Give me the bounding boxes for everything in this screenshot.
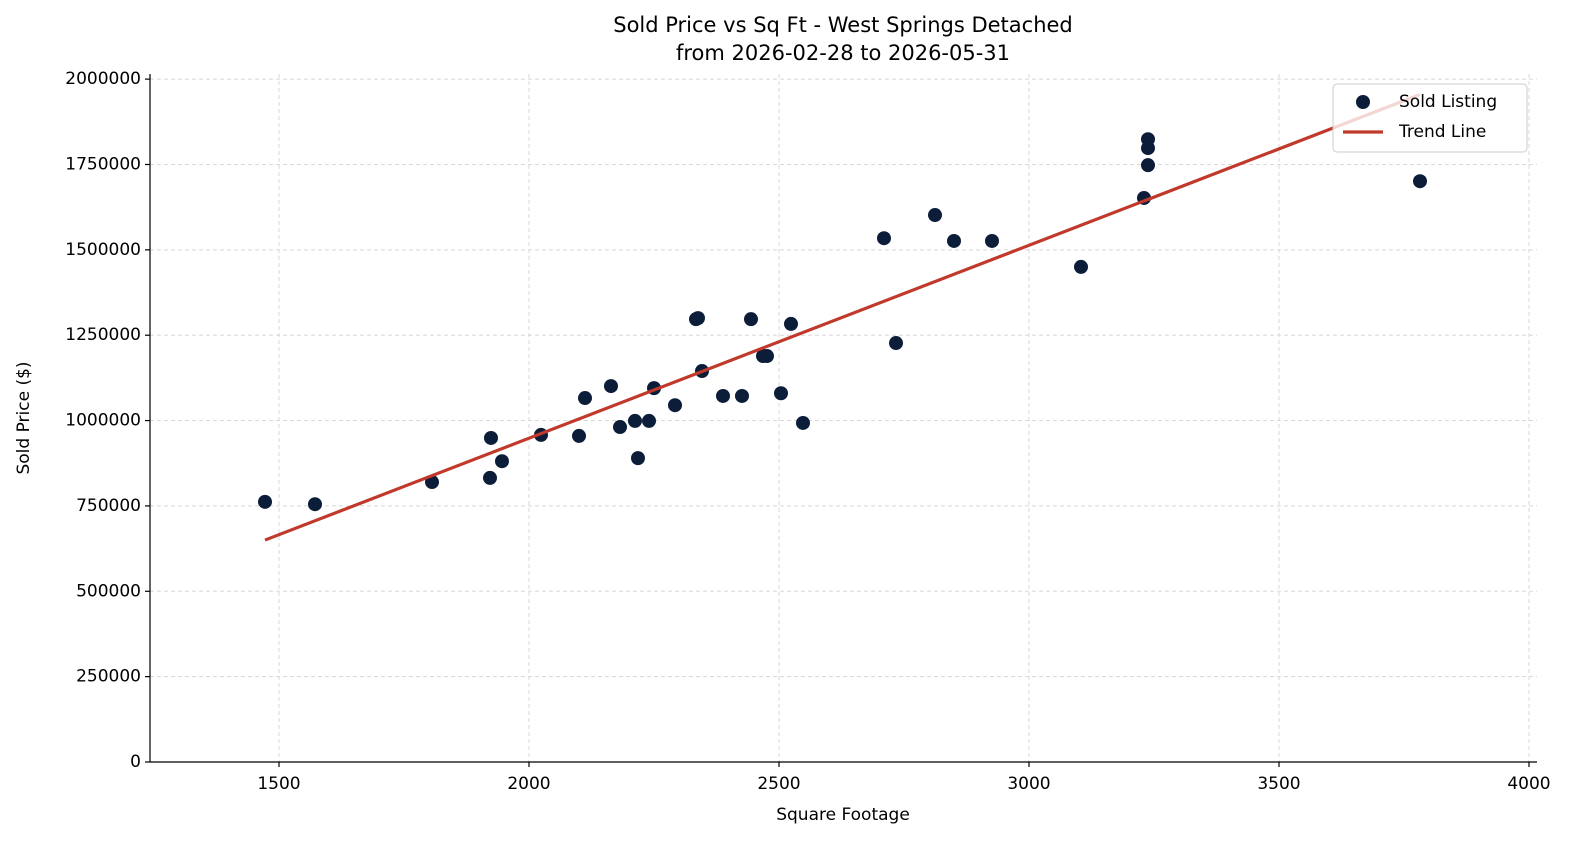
data-point [631,451,645,466]
legend-label: Sold Listing [1399,92,1497,112]
x-tick-label: 3000 [1007,774,1050,794]
data-point [258,494,272,509]
y-axis-label: Sold Price ($) [14,361,34,474]
data-point [928,208,942,223]
data-point [985,233,999,248]
chart-subtitle: from 2026-02-28 to 2026-05-31 [676,41,1010,65]
data-point [572,428,586,443]
y-tick-label: 1250000 [65,325,141,345]
data-point [495,454,509,469]
data-point [613,420,627,435]
y-tick-label: 0 [130,752,141,772]
y-tick-label: 2000000 [65,69,141,89]
data-point [1074,259,1088,274]
data-point [642,413,656,428]
y-tick-label: 1500000 [65,240,141,260]
data-point [784,316,798,331]
data-point [628,413,642,428]
data-point [484,430,498,445]
x-tick-label: 3500 [1257,774,1300,794]
data-point [774,386,788,401]
data-point [578,391,592,406]
data-point [889,336,903,351]
data-point [668,398,682,413]
chart-title: Sold Price vs Sq Ft - West Springs Detac… [613,13,1073,37]
legend-label: Trend Line [1398,122,1486,142]
data-point [735,388,749,403]
data-point [483,470,497,485]
y-tick-label: 250000 [76,667,141,687]
x-tick-label: 4000 [1507,774,1550,794]
data-point [744,312,758,327]
trend-line [264,92,1421,542]
data-point [308,497,322,512]
y-tick-label: 750000 [76,496,141,516]
data-point [760,349,774,364]
y-tick-label: 1000000 [65,411,141,431]
data-point [716,388,730,403]
legend: Sold Listing Trend Line [1332,83,1528,153]
x-tick-label: 1500 [257,774,300,794]
data-point [1413,174,1427,189]
data-point [604,379,618,394]
x-tick-label: 2000 [507,774,550,794]
data-point [1141,158,1155,173]
y-tick-label: 500000 [76,581,141,601]
data-point [947,233,961,248]
y-tick-label: 1750000 [65,154,141,174]
data-point [1141,132,1155,147]
legend-marker [1356,95,1370,109]
legend-box [1332,83,1528,153]
x-tick-label: 2500 [757,774,800,794]
data-point [796,415,810,430]
x-axis-label: Square Footage [776,805,910,825]
data-point [877,231,891,246]
data-point [691,311,705,326]
